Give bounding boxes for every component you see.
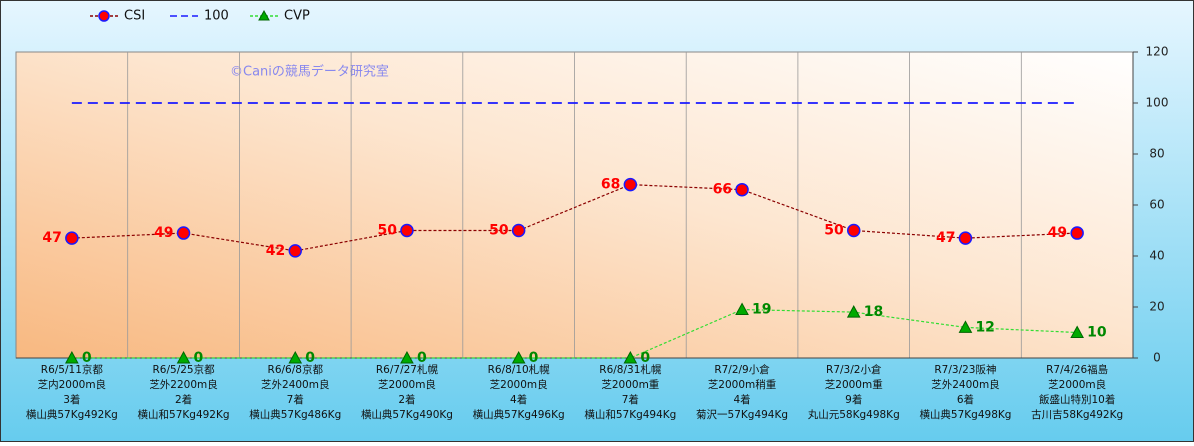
data-label: 0	[529, 350, 539, 366]
data-label: 18	[864, 304, 883, 320]
x-tick-label: R6/5/25京都	[153, 363, 216, 376]
y-tick-label: 60	[1149, 198, 1164, 212]
y-tick-label: 100	[1146, 96, 1169, 110]
x-tick-label: 芝外2400m良	[931, 378, 999, 391]
x-tick-label: 芝2000m重	[601, 378, 659, 391]
point	[735, 182, 749, 197]
data-label: 0	[194, 350, 204, 366]
legend-label: CVP	[284, 9, 310, 24]
data-label: 68	[601, 177, 620, 193]
x-tick-label: 丸山元58Kg498Kg	[808, 408, 900, 421]
x-tick-label: R7/3/2小倉	[826, 363, 882, 376]
watermark: ©Caniの競馬データ研究室	[230, 64, 389, 80]
point	[1070, 325, 1084, 338]
point	[511, 223, 526, 238]
legend-marker	[98, 10, 110, 22]
x-tick-label: R7/4/26福島	[1046, 363, 1108, 376]
x-tick-label: 横山典57Kg492Kg	[26, 408, 118, 421]
point	[1070, 226, 1084, 240]
data-label: 66	[713, 182, 732, 198]
data-label: 0	[82, 350, 92, 366]
x-tick-label: R6/5/11京都	[41, 363, 104, 376]
data-label: 19	[752, 302, 771, 318]
x-tick-label: 菊沢一57Kg494Kg	[696, 408, 788, 421]
x-tick-label: R7/3/23阪神	[934, 363, 996, 376]
y-tick-label: 20	[1149, 300, 1164, 314]
point	[400, 223, 414, 238]
x-tick-label: R7/2/9小倉	[714, 363, 770, 376]
data-label: 10	[1087, 325, 1107, 341]
legend-marker	[258, 9, 270, 21]
x-tick-label: 2着	[175, 393, 192, 406]
x-tick-label: 横山典57Kg486Kg	[249, 408, 341, 421]
x-tick-label: 6着	[957, 393, 974, 406]
data-label: 50	[377, 223, 397, 239]
point	[65, 231, 79, 245]
point	[735, 302, 749, 316]
x-tick-label: 9着	[845, 393, 862, 406]
series-line	[71, 308, 1078, 359]
data-label: 12	[975, 319, 994, 335]
x-tick-label: 芝2000m良	[378, 378, 436, 391]
point	[958, 320, 973, 333]
x-tick-label: R6/8/31札幌	[599, 363, 662, 376]
x-tick-label: 4着	[733, 393, 750, 406]
x-tick-label: 7着	[287, 393, 304, 406]
x-tick-label: 芝2000m良	[1048, 378, 1106, 391]
x-tick-label: 2着	[398, 393, 415, 406]
legend-label: CSI	[124, 9, 145, 24]
point	[958, 231, 973, 245]
point	[623, 177, 638, 192]
x-tick-label: R6/8/10札幌	[488, 363, 551, 376]
data-label: 42	[266, 243, 285, 259]
x-tick-label: 古川吉58Kg492Kg	[1031, 408, 1123, 421]
x-tick-label: 横山和57Kg494Kg	[584, 408, 676, 421]
data-label: 50	[824, 223, 844, 239]
data-label: 50	[489, 223, 509, 239]
data-label: 0	[417, 350, 427, 366]
x-tick-label: 横山典57Kg496Kg	[473, 408, 565, 421]
data-label: 47	[42, 230, 61, 246]
data-label: 0	[640, 350, 650, 366]
x-tick-label: 4着	[510, 393, 527, 406]
x-tick-label: 3着	[63, 393, 80, 406]
x-tick-label: R6/6/8京都	[268, 363, 324, 376]
x-tick-label: 芝外2200m良	[149, 378, 217, 391]
y-tick-label: 0	[1153, 351, 1161, 365]
x-tick-label: 横山典57Kg490Kg	[361, 408, 453, 421]
x-tick-label: 芝内2000m良	[38, 378, 106, 391]
point	[176, 226, 191, 240]
point	[65, 350, 79, 364]
x-tick-label: 芝外2400m良	[261, 378, 329, 391]
x-tick-label: 芝2000m良	[490, 378, 548, 391]
data-label: 0	[305, 350, 315, 366]
point	[511, 350, 526, 364]
point	[846, 305, 861, 318]
point	[176, 350, 191, 364]
point	[288, 350, 303, 364]
y-tick-label: 120	[1146, 45, 1169, 59]
point	[847, 223, 861, 238]
point	[623, 350, 638, 364]
y-tick-label: 40	[1149, 249, 1164, 263]
x-tick-label: 飯盛山特別10着	[1039, 393, 1115, 406]
data-label: 49	[154, 225, 173, 241]
y-tick-label: 80	[1149, 147, 1164, 161]
legend: CSI 100 CVP	[90, 9, 310, 24]
x-tick-label: 芝2000m稍重	[708, 378, 776, 391]
data-label: 47	[936, 230, 955, 246]
x-tick-label: 横山典57Kg498Kg	[919, 408, 1011, 421]
point	[288, 244, 302, 258]
x-tick-label: 7着	[622, 393, 639, 406]
series-line	[71, 183, 1078, 252]
x-tick-label: 横山和57Kg492Kg	[138, 408, 230, 421]
legend-label: 100	[204, 9, 229, 24]
x-tick-label: R6/7/27札幌	[376, 363, 439, 376]
point	[400, 350, 414, 364]
data-label: 49	[1048, 225, 1067, 241]
x-tick-label: 芝2000m重	[825, 378, 883, 391]
